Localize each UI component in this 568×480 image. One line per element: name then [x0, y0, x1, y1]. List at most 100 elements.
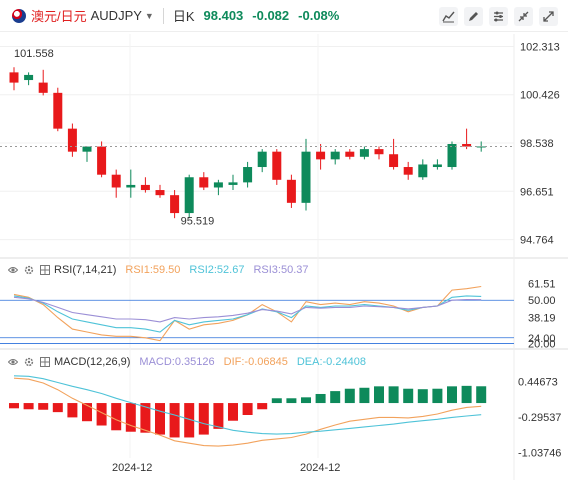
macd-tick-label: -1.03746 — [518, 448, 561, 460]
rsi-series-line — [13, 296, 482, 323]
gear-icon[interactable] — [24, 357, 34, 367]
gear-icon[interactable] — [24, 265, 34, 275]
macd-histogram-bar — [52, 403, 63, 413]
candle-body — [403, 167, 413, 175]
macd-histogram-bar — [315, 393, 326, 404]
macd-histogram-bar — [301, 397, 311, 404]
candle-body — [170, 195, 180, 214]
macd-histogram-bar — [198, 403, 209, 435]
chart-line-icon — [442, 11, 455, 23]
candle-body — [24, 74, 34, 81]
macd-histogram-bar — [330, 391, 341, 404]
rsi-tick-label: 50.00 — [528, 295, 556, 307]
macd-value: MACD:0.35126 — [139, 356, 215, 368]
rsi-series-line — [13, 295, 482, 333]
candle-body — [53, 92, 63, 129]
candle-body — [286, 179, 296, 203]
price-tick-label: 100.426 — [520, 90, 560, 102]
rsi-lines — [0, 285, 514, 344]
draw-tool-button[interactable] — [464, 7, 483, 26]
rsi2-value: RSI2:52.67 — [189, 264, 245, 276]
candle-body — [82, 146, 92, 152]
candle-body — [432, 164, 442, 168]
candle-body — [213, 182, 223, 188]
fullscreen-button[interactable] — [539, 7, 558, 26]
candle-body — [418, 164, 428, 178]
macd-histogram-bar — [403, 388, 414, 404]
candle-body — [184, 177, 194, 214]
candle-body — [126, 184, 136, 188]
price-tick-label: 98.538 — [520, 138, 554, 150]
candle-body — [462, 144, 472, 147]
indicator-tool-button[interactable] — [439, 7, 458, 26]
pair-code[interactable]: AUDJPY — [90, 8, 142, 23]
rsi-tick-label: 24.00 — [528, 333, 556, 345]
candle-body — [359, 149, 369, 157]
price-extreme-label: 95.519 — [181, 215, 215, 227]
price-extreme-label: 101.558 — [14, 48, 54, 60]
time-tick-label: 2024-12 — [300, 462, 340, 474]
macd-tick-label: 0.44673 — [518, 377, 558, 389]
candlestick-series: 101.558 95.519 — [0, 48, 514, 227]
pair-name-cn[interactable]: 澳元/日元 — [31, 9, 87, 24]
dif-value: DIF:-0.06845 — [223, 356, 288, 368]
price-change-percent: -0.08% — [298, 8, 340, 23]
candle-body — [228, 182, 238, 185]
macd-tick-label: -0.29537 — [518, 412, 561, 424]
chevron-down-icon[interactable]: ▼ — [144, 10, 154, 21]
collapse-button[interactable] — [514, 7, 533, 26]
macd-histogram-bar — [447, 386, 457, 404]
macd-histogram-bar — [344, 388, 355, 404]
candle-body — [330, 151, 340, 160]
toolbar — [439, 7, 558, 26]
macd-histogram-bar — [476, 386, 487, 404]
candle-body — [67, 128, 77, 152]
candle-body — [97, 146, 107, 175]
macd-series-line — [13, 375, 482, 435]
macd-histogram-bar — [125, 403, 136, 432]
macd-histogram-bar — [9, 403, 19, 409]
shrink-icon — [518, 11, 529, 22]
candle-body — [155, 190, 165, 196]
macd-histogram-bar — [96, 403, 107, 426]
eye-icon[interactable] — [8, 357, 18, 367]
macd-histogram-bar — [242, 403, 253, 415]
candle-body — [345, 151, 355, 157]
table-icon[interactable] — [40, 265, 50, 275]
eye-icon[interactable] — [8, 265, 18, 275]
rsi-tick-label: 20.00 — [528, 339, 556, 351]
rsi3-value: RSI3:50.37 — [253, 264, 309, 276]
candle-body — [140, 184, 150, 191]
macd-histogram-bar — [67, 403, 78, 418]
macd-histogram — [9, 375, 487, 447]
rsi-tick-label: 61.51 — [528, 279, 556, 291]
currency-flag-icon — [12, 8, 26, 23]
chart-header: 澳元/日元 AUDJPY ▼ 日K 98.403 -0.082 -0.08% — [0, 0, 568, 32]
candle-body — [111, 174, 121, 188]
macd-histogram-bar — [271, 398, 282, 404]
macd-histogram-bar — [461, 385, 472, 404]
candle-body — [38, 82, 48, 93]
price-tick-label: 96.651 — [520, 186, 554, 198]
table-icon[interactable] — [40, 357, 50, 367]
period-selector[interactable]: 日K — [172, 9, 195, 24]
candle-body — [301, 151, 311, 203]
y-axis-labels: 102.313 100.426 98.538 96.651 94.764 2024-12 2… — [112, 41, 561, 474]
candle-body — [9, 72, 19, 83]
macd-histogram-bar — [111, 403, 122, 431]
rsi-name: RSI(7,14,21) — [54, 264, 117, 276]
macd-histogram-bar — [169, 403, 180, 438]
settings-tool-button[interactable] — [489, 7, 508, 26]
macd-histogram-bar — [257, 403, 268, 410]
pencil-icon — [469, 12, 478, 21]
last-price: 98.403 — [203, 8, 244, 23]
macd-histogram-bar — [359, 387, 370, 404]
slider-settings-icon — [494, 11, 503, 22]
candle-body — [257, 151, 267, 168]
macd-histogram-bar — [417, 389, 428, 404]
rsi-tick-label: 38.19 — [528, 312, 556, 324]
candle-body — [374, 149, 384, 155]
expand-icon — [543, 11, 554, 22]
macd-histogram-bar — [155, 403, 165, 435]
